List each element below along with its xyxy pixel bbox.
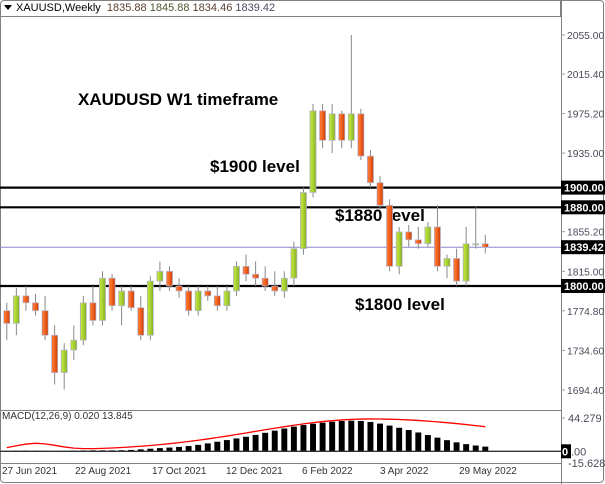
svg-text:0: 0 — [562, 446, 568, 458]
svg-text:.00: .00 — [571, 446, 586, 458]
svg-text:44.279: 44.279 — [568, 413, 602, 425]
svg-text:-15.628: -15.628 — [568, 458, 605, 470]
